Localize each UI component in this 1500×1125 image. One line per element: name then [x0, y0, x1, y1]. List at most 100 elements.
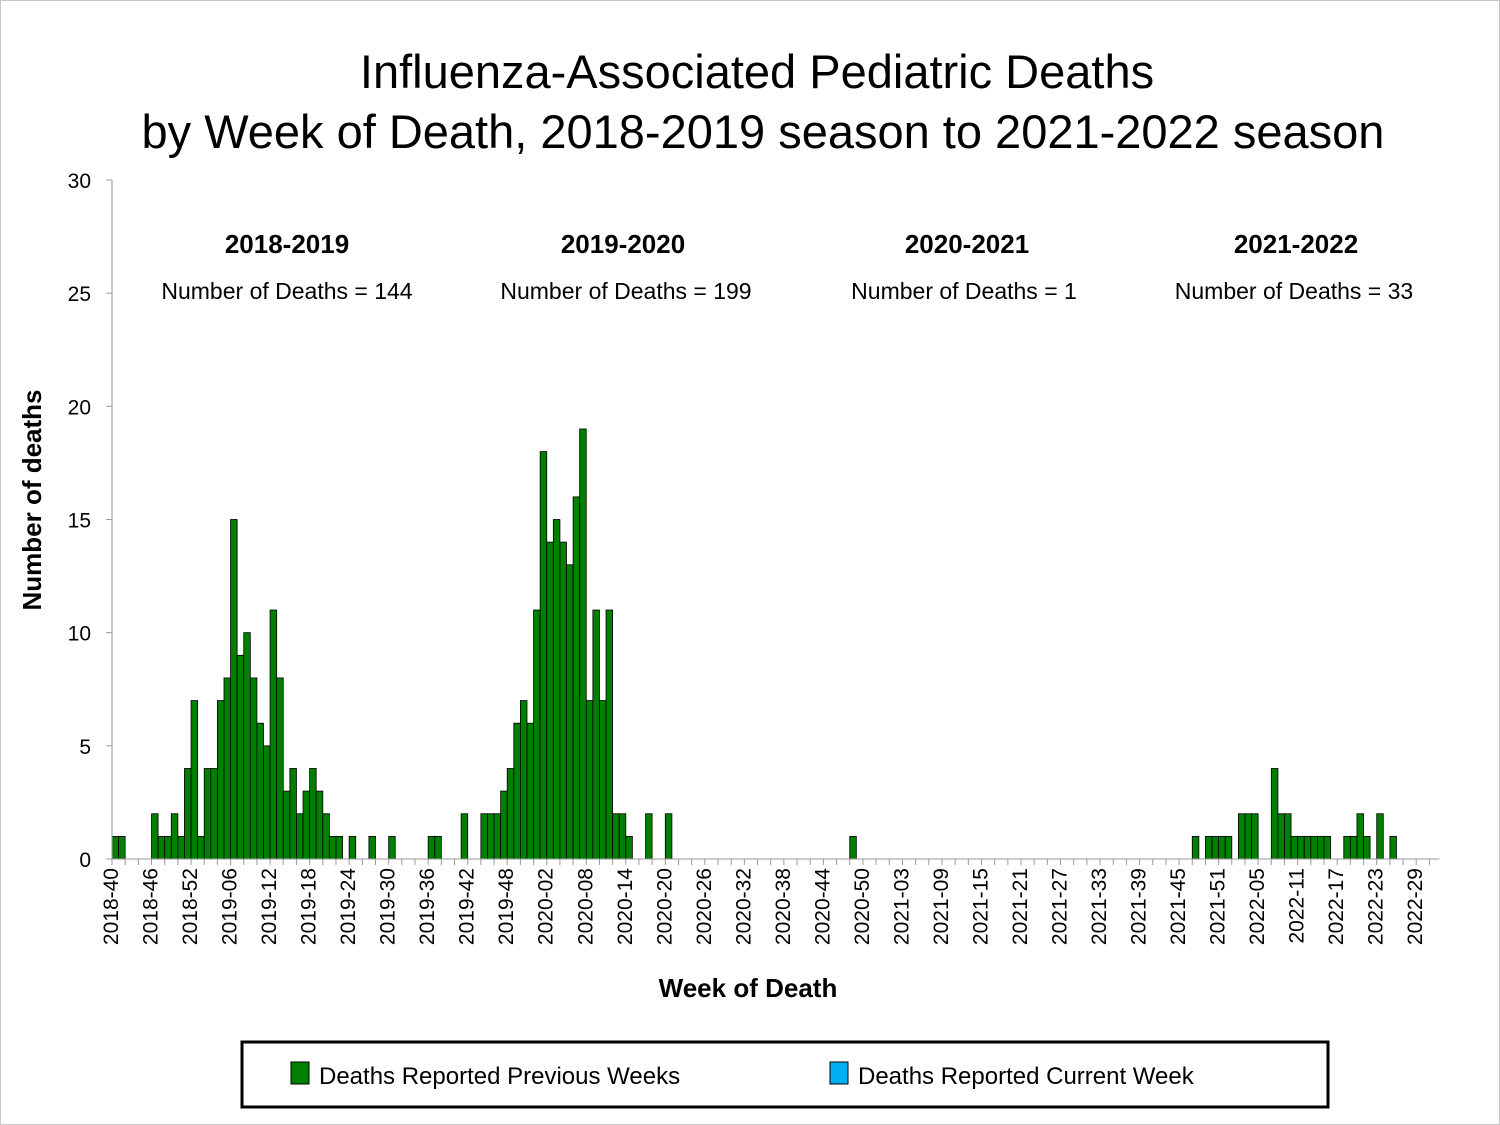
y-tick-label: 15	[68, 510, 91, 533]
bar-2022-23	[1376, 813, 1384, 860]
x-tick-label: 2018-46	[140, 868, 163, 945]
bar-2018-41	[118, 835, 126, 860]
bar-2019-21	[328, 835, 337, 860]
bar-2020-07	[579, 428, 587, 860]
x-tick-label: 2021-27	[1049, 868, 1072, 945]
season-count-2019-2020: Number of Deaths = 199	[500, 278, 751, 304]
y-tick-label: 20	[68, 396, 91, 419]
bar-2022-20	[1356, 813, 1364, 860]
bar-2022-07	[1270, 768, 1279, 860]
season-label-2018-2019: 2018-2019	[225, 229, 349, 259]
x-tick-label: 2021-33	[1088, 868, 1111, 945]
legend-box	[240, 1040, 1330, 1109]
x-tick-label: 2020-14	[614, 868, 637, 945]
x-tick-label: 2019-30	[377, 868, 400, 945]
bar-2018-40	[111, 835, 119, 860]
bar-2020-05	[566, 564, 574, 860]
y-tick-label: 5	[79, 736, 91, 759]
season-count-2018-2019: Number of Deaths = 144	[161, 278, 412, 304]
bar-2019-08	[243, 632, 251, 860]
bar-2022-19	[1349, 835, 1358, 860]
bar-2022-09	[1284, 813, 1292, 860]
bar-2018-48	[164, 835, 172, 860]
bar-2019-07	[236, 654, 245, 860]
season-label-2021-2022: 2021-2022	[1234, 229, 1358, 259]
bar-2022-11	[1297, 835, 1305, 860]
bars-group	[111, 428, 1397, 860]
bar-2019-27	[368, 835, 376, 860]
x-tick-label: 2020-44	[811, 868, 834, 945]
x-axis-label: Week of Death	[659, 973, 838, 1003]
x-tick-label: 2022-29	[1404, 868, 1427, 945]
bar-2020-03	[552, 519, 561, 860]
bar-2020-01	[539, 451, 548, 860]
x-tick-label: 2021-03	[890, 868, 913, 945]
x-tick-label: 2021-51	[1207, 868, 1230, 945]
bar-2020-12	[612, 813, 620, 860]
bar-2020-09	[592, 609, 600, 860]
bar-2019-51	[526, 722, 534, 860]
bar-2020-10	[599, 700, 607, 860]
x-tick-label: 2018-52	[179, 868, 202, 945]
axes-group: 0 5 10 15 20 25 30 2018-40 2018-46 2018-52 2019-06…	[68, 170, 1440, 945]
bar-2018-52	[190, 700, 199, 860]
bar-2019-14	[282, 790, 291, 860]
bar-2019-44	[480, 813, 488, 860]
y-tick-label: 25	[68, 283, 91, 306]
bar-2019-48	[506, 768, 515, 860]
bar-2019-47	[500, 790, 508, 860]
x-tick-label: 2019-36	[416, 868, 439, 945]
bar-2022-25	[1389, 835, 1397, 860]
bar-2022-08	[1277, 813, 1285, 860]
bar-2022-21	[1363, 835, 1371, 860]
y-axis-label: Number of deaths	[17, 389, 47, 610]
y-tick-label: 30	[68, 170, 91, 193]
bar-2020-11	[605, 609, 614, 860]
x-tick-label: 2020-08	[574, 868, 597, 945]
y-tick-label: 10	[68, 623, 91, 646]
bar-2021-47	[1191, 835, 1200, 860]
x-tick-label: 2018-40	[100, 868, 123, 945]
bar-2019-02	[203, 768, 212, 860]
season-label-2019-2020: 2019-2020	[561, 229, 685, 259]
x-tick-label: 2020-32	[732, 868, 755, 945]
bar-2019-20	[322, 813, 330, 860]
bar-2019-37	[434, 835, 442, 860]
bar-2020-20	[664, 813, 673, 860]
bar-2021-52	[1224, 835, 1233, 860]
bar-2019-50	[519, 700, 528, 860]
x-tick-label: 2020-50	[851, 868, 874, 945]
bar-2019-13	[276, 677, 284, 860]
bar-2019-17	[302, 790, 311, 860]
bar-2022-02	[1237, 813, 1246, 860]
x-tick-label: 2022-23	[1365, 868, 1388, 945]
x-tick-label: 2020-20	[653, 868, 676, 945]
bar-2018-47	[157, 835, 166, 860]
bar-2020-06	[572, 496, 581, 860]
bar-2020-08	[585, 700, 594, 860]
bar-2021-51	[1218, 835, 1226, 860]
bar-2019-52	[533, 609, 541, 860]
x-tick-label: 2019-48	[495, 868, 518, 945]
bar-2022-10	[1290, 835, 1299, 860]
bar-2018-46	[151, 813, 159, 860]
x-tick-label: 2019-18	[298, 868, 321, 945]
bar-2019-16	[296, 813, 304, 860]
x-tick-label: 2022-05	[1246, 868, 1269, 945]
bar-2022-13	[1310, 835, 1318, 860]
bar-2020-48	[849, 835, 857, 860]
x-tick-label: 2022-11	[1286, 868, 1309, 944]
bar-2022-04	[1251, 813, 1259, 860]
legend-label-previous-weeks: Deaths Reported Previous Weeks	[319, 1063, 680, 1090]
season-label-2020-2021: 2020-2021	[905, 229, 1029, 259]
bar-2020-04	[559, 541, 567, 860]
season-count-2020-2021: Number of Deaths = 1	[851, 278, 1077, 304]
bar-2019-01	[197, 835, 205, 860]
bar-2019-22	[335, 835, 343, 860]
bar-2019-30	[388, 835, 396, 860]
bar-2019-36	[427, 835, 436, 860]
x-tick-label: 2021-21	[1009, 868, 1032, 945]
x-tick-label: 2019-24	[337, 868, 360, 945]
x-tick-label: 2019-06	[219, 868, 242, 945]
